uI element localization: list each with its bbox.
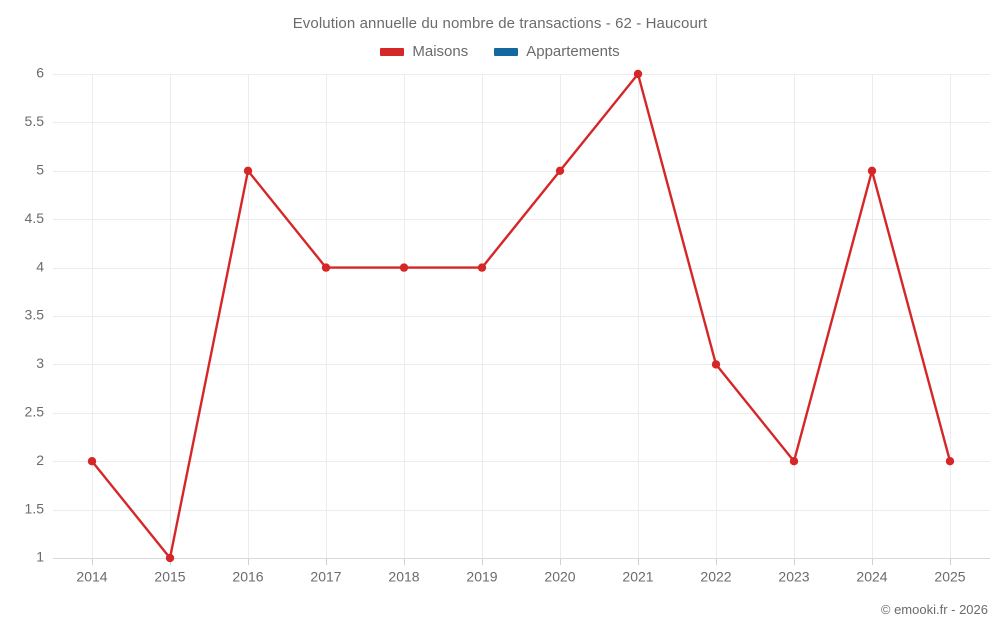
series-line-maisons	[90, 72, 952, 560]
y-axis-tick-label: 2	[36, 452, 44, 468]
x-axis-tick-label: 2025	[934, 568, 965, 584]
y-axis-tick-label: 6	[36, 65, 44, 81]
data-point[interactable]	[633, 69, 643, 79]
data-point[interactable]	[867, 166, 877, 175]
legend-label-appartements: Appartements	[526, 43, 620, 60]
chart-title: Evolution annuelle du nombre de transact…	[292, 15, 708, 32]
y-axis-tick-label: 2.5	[25, 404, 45, 420]
data-point[interactable]	[789, 457, 799, 466]
x-axis-tick-label: 2017	[310, 568, 341, 584]
y-axis-tick-label: 5	[36, 162, 44, 178]
copyright-credit: © emooki.fr - 2026	[880, 602, 988, 617]
x-axis-tick-label: 2015	[154, 568, 185, 584]
data-point[interactable]	[165, 553, 175, 563]
x-axis-tick-label: 2021	[622, 568, 653, 584]
x-axis-tick-label: 2016	[232, 568, 263, 584]
data-point[interactable]	[711, 360, 721, 369]
x-axis-tick-label: 2018	[388, 568, 419, 584]
legend-label-maisons: Maisons	[412, 43, 469, 60]
x-axis-tick-label: 2022	[700, 568, 731, 584]
y-axis-tick-label: 1	[36, 549, 44, 565]
x-axis-tick-label: 2023	[778, 568, 809, 584]
y-axis-tick-label: 3.5	[25, 307, 45, 323]
legend-item-appartements[interactable]: Appartements	[494, 43, 620, 60]
y-axis-tick-label: 4.5	[25, 210, 45, 226]
legend-swatch-appartements	[494, 47, 519, 56]
legend-item-maisons[interactable]: Maisons	[380, 43, 468, 60]
x-axis-tick-label: 2014	[76, 568, 107, 584]
data-point[interactable]	[555, 166, 565, 175]
data-point[interactable]	[321, 263, 331, 272]
data-point[interactable]	[945, 457, 955, 466]
chart-legend: Maisons Appartements	[0, 43, 1000, 60]
y-axis-tick-label: 4	[36, 258, 44, 274]
data-point[interactable]	[477, 263, 487, 272]
y-axis-tick-label: 3	[36, 355, 44, 371]
legend-swatch-maisons	[380, 47, 405, 56]
y-axis-tick-label: 1.5	[25, 500, 45, 516]
data-point[interactable]	[399, 263, 409, 272]
y-axis-tick-label: 5.5	[25, 113, 45, 129]
data-point[interactable]	[243, 166, 253, 175]
data-point[interactable]	[87, 457, 97, 466]
x-axis-tick-label: 2019	[466, 568, 497, 584]
x-axis-tick-label: 2020	[544, 568, 575, 584]
x-axis-tick-label: 2024	[856, 568, 887, 584]
